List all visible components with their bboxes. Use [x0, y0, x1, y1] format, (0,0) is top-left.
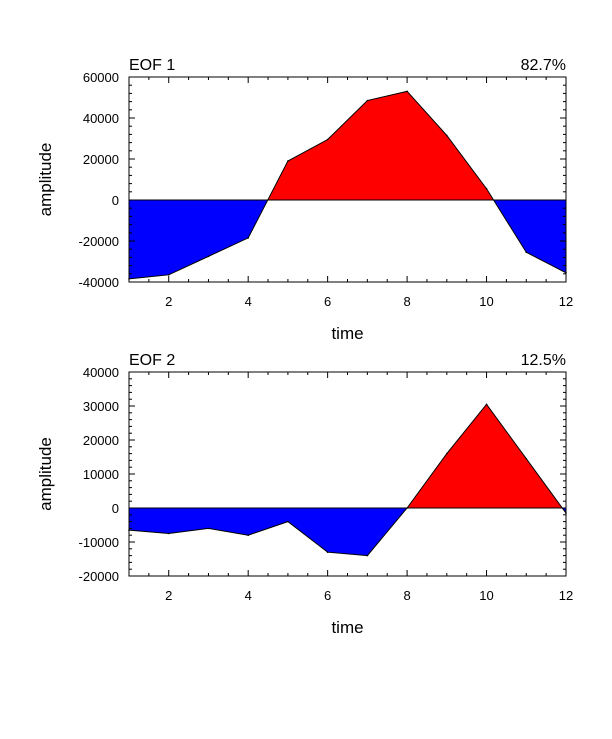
x-tick-label: 2 — [165, 588, 172, 603]
x-tick-label: 2 — [165, 294, 172, 309]
data-point — [207, 255, 210, 258]
series-line — [128, 403, 567, 557]
x-tick-label: 12 — [559, 294, 573, 309]
eof1-panel: 2 4 6 8 10 12 -40000 -20000 0 20000 40000 60000 EOF … — [36, 57, 573, 343]
x-tick-label: 4 — [245, 294, 252, 309]
data-point — [406, 90, 408, 93]
positive-area — [129, 91, 566, 200]
y-tick-label: -20000 — [79, 569, 119, 584]
data-point — [167, 274, 170, 276]
y-tick-label: 60000 — [83, 70, 119, 85]
negative-area — [129, 200, 566, 279]
data-point — [326, 138, 329, 141]
y-axis-label: amplitude — [36, 143, 55, 217]
y-tick-label: 10000 — [83, 467, 119, 482]
positive-area — [129, 404, 566, 508]
panel-title-left: EOF 1 — [129, 57, 175, 74]
data-point — [485, 403, 488, 406]
x-tick-label: 4 — [245, 588, 252, 603]
y-tick-label: -20000 — [79, 234, 119, 249]
x-axis-label: time — [331, 324, 363, 343]
panel-title-right: 82.7% — [521, 57, 566, 74]
data-point — [247, 237, 249, 239]
x-tick-label: 6 — [324, 588, 331, 603]
series-line — [128, 90, 567, 280]
x-tick-label: 8 — [403, 588, 410, 603]
x-axis-label: time — [331, 618, 363, 637]
y-tick-label: -10000 — [79, 535, 119, 550]
eof2-panel: 2 4 6 8 10 12 -20000 -10000 0 10000 20000 30000 4000… — [36, 352, 573, 637]
x-tick-label: 10 — [479, 294, 493, 309]
data-point — [287, 160, 289, 162]
y-tick-label: 40000 — [83, 365, 119, 380]
x-tick-label: 8 — [403, 294, 410, 309]
data-point — [525, 251, 528, 254]
panel-title-left: EOF 2 — [129, 352, 175, 369]
y-tick-label: 20000 — [83, 433, 119, 448]
data-point — [485, 187, 488, 190]
panel-title-right: 12.5% — [521, 352, 566, 369]
y-tick-label: 20000 — [83, 152, 119, 167]
data-point — [167, 532, 170, 535]
data-point — [446, 452, 448, 455]
x-tick-label: 10 — [479, 588, 493, 603]
data-point — [525, 457, 528, 460]
x-tick-label: 12 — [559, 588, 573, 603]
data-point — [207, 527, 210, 530]
y-axis-label: amplitude — [36, 437, 55, 511]
data-point — [366, 99, 369, 102]
y-tick-label: 30000 — [83, 399, 119, 414]
data-point — [326, 551, 329, 553]
negative-area — [129, 508, 566, 556]
y-tick-label: 0 — [112, 501, 119, 516]
x-tick-label: 6 — [324, 294, 331, 309]
y-tick-label: 0 — [112, 193, 119, 208]
data-point — [247, 534, 249, 536]
data-point — [287, 520, 289, 523]
y-tick-label: -40000 — [79, 275, 119, 290]
data-point — [446, 134, 448, 137]
y-tick-label: 40000 — [83, 111, 119, 126]
data-point — [366, 554, 369, 557]
